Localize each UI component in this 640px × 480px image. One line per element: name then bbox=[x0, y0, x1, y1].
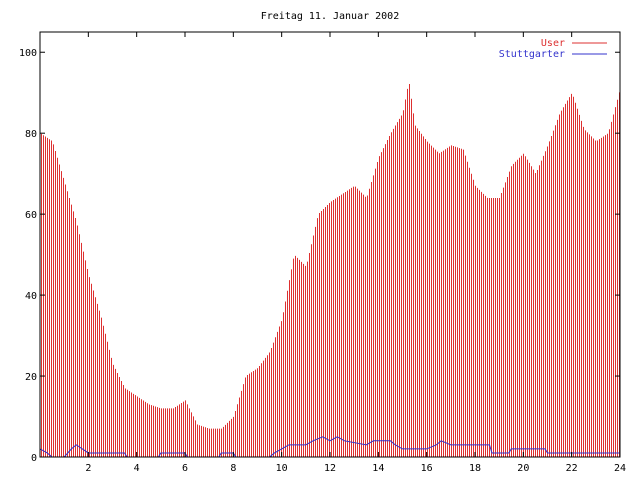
x-tick-label-5: 12 bbox=[324, 463, 336, 474]
x-axis-ticks: 2 4 6 8 10 12 14 16 18 20 22 24 bbox=[85, 32, 626, 474]
x-tick-label-1: 4 bbox=[134, 463, 140, 474]
legend-label-1: Stuttgarter bbox=[499, 49, 565, 60]
y-tick-label-2: 40 bbox=[25, 291, 37, 302]
chart-title: Freitag 11. Januar 2002 bbox=[261, 11, 399, 22]
x-tick-label-3: 8 bbox=[230, 463, 236, 474]
y-axis-ticks: 0 20 40 60 80 100 bbox=[19, 48, 620, 464]
y-tick-label-4: 80 bbox=[25, 129, 37, 140]
user-bars bbox=[39, 80, 621, 457]
x-tick-label-11: 24 bbox=[614, 463, 626, 474]
y-tick-label-1: 20 bbox=[25, 372, 37, 383]
y-tick-label-0: 0 bbox=[31, 453, 37, 464]
y-tick-label-5: 100 bbox=[19, 48, 37, 59]
x-tick-label-2: 6 bbox=[182, 463, 188, 474]
x-tick-label-4: 10 bbox=[276, 463, 288, 474]
legend-label-0: User bbox=[541, 38, 565, 49]
x-tick-label-9: 20 bbox=[517, 463, 529, 474]
x-tick-label-10: 22 bbox=[566, 463, 578, 474]
x-tick-label-8: 18 bbox=[469, 463, 481, 474]
stuttgarter-line bbox=[39, 436, 620, 458]
x-tick-label-7: 16 bbox=[421, 463, 433, 474]
y-tick-label-3: 60 bbox=[25, 210, 37, 221]
x-tick-label-6: 14 bbox=[372, 463, 384, 474]
x-tick-label-0: 2 bbox=[85, 463, 91, 474]
